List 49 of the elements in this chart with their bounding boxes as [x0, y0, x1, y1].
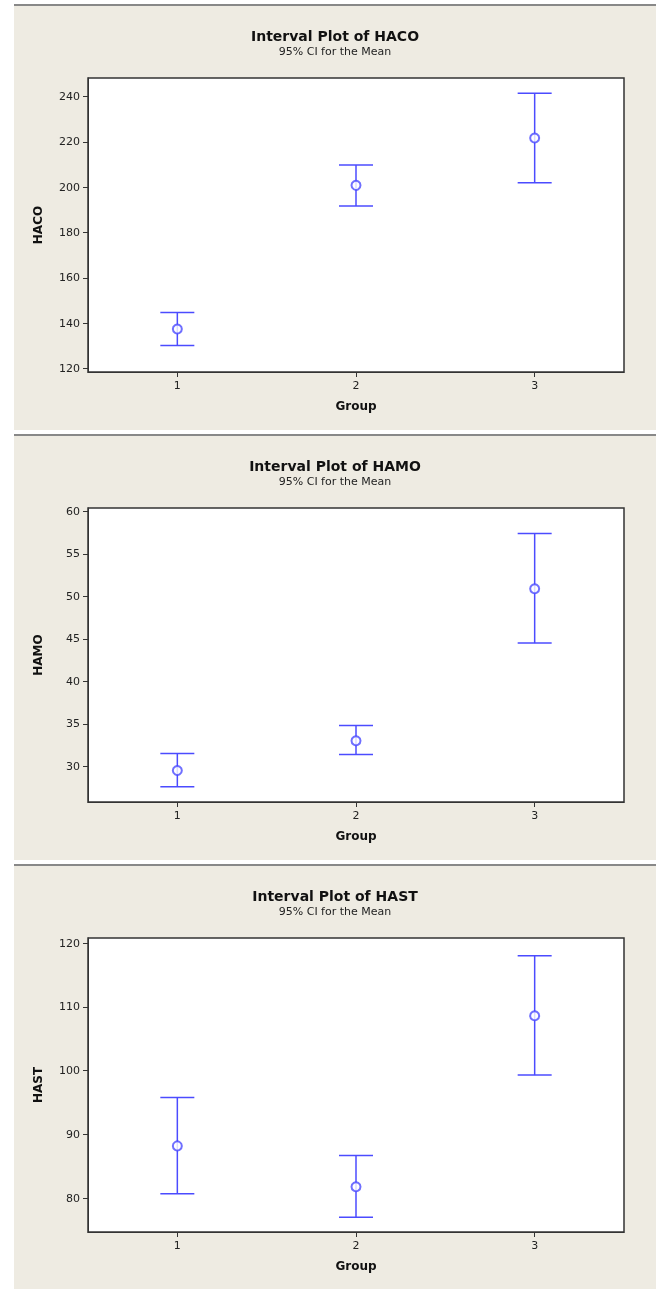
y-tick-label: 200: [59, 180, 80, 194]
y-axis-title: HAMO: [31, 634, 45, 676]
point: [350, 735, 362, 747]
y-tick-label: 220: [59, 135, 80, 149]
y-tick-label: 40: [66, 674, 80, 688]
y-tick-label: 55: [66, 547, 80, 561]
x-tick-label: 1: [173, 1239, 181, 1252]
y-tick-label: 120: [59, 361, 80, 375]
chart-title: Interval Plot of HACO: [250, 28, 420, 44]
chart-subtitle: 95% CI for the Mean: [278, 905, 392, 918]
y-axis-title: HACO: [31, 205, 45, 245]
x-axis-title: Group: [335, 1259, 377, 1273]
point: [529, 583, 541, 595]
chart-subtitle: 95% CI for the Mean: [278, 475, 392, 488]
chart-title: Interval Plot of HAMO: [249, 458, 421, 474]
x-tick-label: 3: [531, 1239, 539, 1252]
y-tick-label: 120: [59, 936, 80, 950]
y-tick-label: 50: [66, 589, 80, 603]
y-tick-label: 90: [66, 1127, 80, 1141]
y-tick-label: 140: [59, 316, 80, 330]
point: [171, 323, 183, 335]
y-axis-title: HAST: [31, 1066, 45, 1104]
point: [171, 765, 183, 777]
y-tick-label: 160: [59, 271, 80, 285]
y-tick-label: 100: [59, 1064, 80, 1078]
x-tick-label: 3: [531, 809, 539, 822]
chart-subtitle: 95% CI for the Mean: [278, 45, 392, 58]
y-tick-label: 110: [59, 1000, 80, 1014]
point: [529, 1010, 541, 1022]
point: [171, 1140, 183, 1152]
x-tick-label: 3: [531, 379, 539, 392]
x-tick-label: 2: [352, 379, 360, 392]
y-tick-label: 45: [66, 632, 80, 646]
x-axis-title: Group: [335, 829, 377, 843]
y-tick-label: 80: [66, 1191, 80, 1205]
y-tick-label: 240: [59, 90, 80, 104]
y-tick-label: 35: [66, 717, 80, 731]
x-axis-title: Group: [335, 399, 377, 413]
point: [529, 132, 541, 144]
y-tick-label: 60: [66, 504, 80, 518]
point: [350, 1181, 362, 1193]
point: [350, 179, 362, 191]
chart-title: Interval Plot of HAST: [252, 888, 419, 904]
x-tick-label: 1: [173, 809, 181, 822]
x-tick-label: 2: [352, 809, 360, 822]
y-tick-label: 180: [59, 225, 80, 239]
y-tick-label: 30: [66, 759, 80, 773]
x-tick-label: 1: [173, 379, 181, 392]
x-tick-label: 2: [352, 1239, 360, 1252]
